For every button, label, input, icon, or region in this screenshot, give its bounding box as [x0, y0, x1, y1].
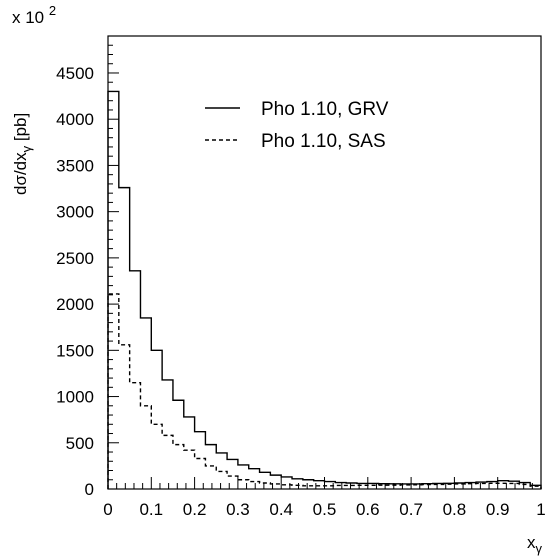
y-tick-label: 0	[85, 480, 94, 499]
x-tick-label: 0.2	[183, 500, 207, 519]
y-tick-label: 1000	[56, 388, 94, 407]
y-axis-title-sub: γ	[19, 145, 34, 152]
y-tick-label: 4500	[56, 64, 94, 83]
x-tick-label: 0.8	[443, 500, 467, 519]
y-axis-unit: [pb]	[11, 113, 30, 141]
series-line-sas	[107, 293, 542, 489]
y-tick-label: 4000	[56, 110, 94, 129]
y-tick-label: 2000	[56, 295, 94, 314]
y-tick-label: 3000	[56, 203, 94, 222]
y-multiplier-label: x 10 2	[12, 3, 56, 27]
x-tick-label: 0.7	[399, 500, 423, 519]
legend-label-grv: Pho 1.10, GRV	[261, 99, 389, 120]
x-tick-label: 0.6	[356, 500, 380, 519]
y-axis-title: dσ/dxγ [pb]	[11, 113, 34, 195]
y-tick-label: 1500	[56, 341, 94, 360]
y-tick-label: 2500	[56, 249, 94, 268]
x-tick-label: 1	[536, 500, 545, 519]
x-axis-title: xγ	[527, 533, 543, 556]
y-multiplier-exponent: 2	[49, 3, 56, 18]
y-tick-label: 3500	[56, 156, 94, 175]
x-tick-label: 0.9	[486, 500, 510, 519]
axis-layer: 0 500 1000 1500 2000 2500 3000 3500 4000 4500 0 0.1…	[56, 44, 545, 519]
x-tick-label: 0.3	[226, 500, 250, 519]
x-tick-label: 0.1	[139, 500, 163, 519]
legend-label-sas: Pho 1.10, SAS	[261, 131, 386, 152]
y-tick-label: 500	[66, 434, 94, 453]
legend: Pho 1.10, GRV Pho 1.10, SAS	[205, 99, 389, 152]
series-line-grv	[107, 90, 542, 489]
x-tick-label: 0.5	[313, 500, 337, 519]
x-axis-title-sub: γ	[536, 541, 543, 556]
x-tick-label: 0.4	[269, 500, 293, 519]
x-tick-label: 0	[103, 500, 112, 519]
series-layer	[107, 90, 542, 489]
